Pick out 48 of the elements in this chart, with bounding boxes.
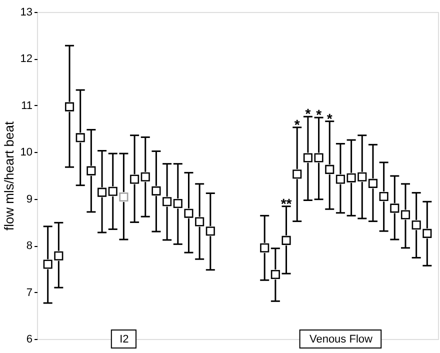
point	[358, 172, 367, 182]
y-tick-label: 13	[20, 6, 32, 18]
point	[162, 197, 172, 206]
point	[43, 260, 52, 269]
point	[173, 199, 182, 208]
point	[314, 153, 324, 162]
data-label: *	[316, 106, 322, 123]
point	[130, 174, 140, 184]
point	[379, 192, 388, 202]
y-tick-label: 6	[26, 334, 32, 346]
point	[282, 236, 291, 245]
point	[195, 217, 204, 226]
point	[412, 220, 421, 230]
point	[336, 174, 345, 184]
point	[119, 192, 128, 202]
data-label: *	[294, 116, 300, 132]
y-axis-title: flow mls/heart beat	[1, 121, 16, 231]
point	[86, 166, 96, 176]
point	[140, 172, 150, 182]
y-tick-label: 9	[26, 193, 32, 206]
point	[303, 153, 312, 162]
y-tick-label: 10	[20, 146, 32, 159]
point	[206, 226, 215, 236]
y-tick-label: 8	[26, 240, 32, 252]
point	[346, 173, 356, 182]
y-tick-label: 7	[26, 286, 32, 299]
point	[260, 243, 270, 252]
point	[54, 251, 64, 260]
x-tick-label: I2	[120, 334, 129, 346]
y-tick-label: 11	[21, 100, 32, 112]
point	[368, 178, 378, 188]
point	[152, 186, 161, 196]
x-tick-label: Venous Flow	[309, 334, 373, 346]
point	[98, 188, 107, 197]
point	[292, 170, 302, 179]
point	[184, 208, 194, 218]
point	[270, 270, 280, 280]
data-label: **	[280, 195, 292, 212]
data-label: *	[305, 106, 312, 122]
point	[108, 186, 118, 196]
data-label: *	[326, 110, 333, 126]
y-tick-label: 12	[20, 53, 32, 66]
point	[325, 164, 334, 174]
point	[422, 228, 432, 238]
point	[390, 204, 400, 213]
point	[64, 102, 74, 112]
point	[400, 210, 410, 220]
point	[76, 133, 85, 142]
